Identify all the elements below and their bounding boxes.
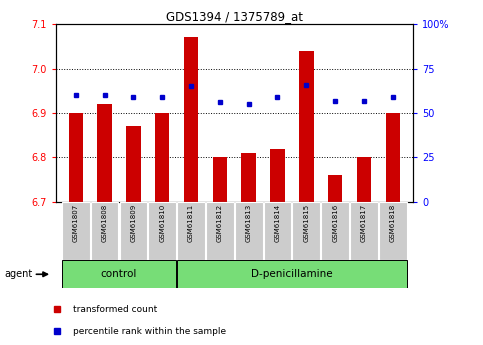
Bar (177, 202, 205, 260)
Bar (385, 113, 400, 202)
Text: GSM61810: GSM61810 (159, 204, 165, 242)
Bar (264, 202, 291, 260)
Text: GSM61818: GSM61818 (390, 204, 396, 242)
Bar (119, 202, 147, 260)
Bar (91, 202, 118, 260)
Title: GDS1394 / 1375789_at: GDS1394 / 1375789_at (166, 10, 303, 23)
Text: GSM61814: GSM61814 (274, 204, 281, 242)
Bar (126, 126, 141, 202)
Text: GSM61811: GSM61811 (188, 204, 194, 242)
Text: D-penicillamine: D-penicillamine (251, 269, 333, 279)
Bar (379, 202, 407, 260)
Bar (357, 157, 371, 202)
Bar (299, 51, 313, 202)
Bar (69, 113, 83, 202)
Text: GSM61807: GSM61807 (73, 204, 79, 242)
Bar (62, 260, 176, 288)
Bar (242, 153, 256, 202)
Bar (213, 157, 227, 202)
Text: agent: agent (5, 269, 33, 279)
Text: GSM61809: GSM61809 (130, 204, 136, 242)
Text: GSM61813: GSM61813 (246, 204, 252, 242)
Bar (350, 202, 378, 260)
Text: GSM61816: GSM61816 (332, 204, 338, 242)
Text: control: control (101, 269, 137, 279)
Text: GSM61815: GSM61815 (303, 204, 309, 242)
Text: percentile rank within the sample: percentile rank within the sample (73, 327, 226, 336)
Bar (155, 113, 170, 202)
Text: GSM61817: GSM61817 (361, 204, 367, 242)
Bar (235, 202, 262, 260)
Bar (62, 202, 89, 260)
Bar (206, 202, 234, 260)
Text: GSM61808: GSM61808 (101, 204, 108, 242)
Bar (293, 202, 320, 260)
Text: transformed count: transformed count (73, 305, 157, 314)
Bar (177, 260, 407, 288)
Bar (328, 175, 342, 202)
Text: GSM61812: GSM61812 (217, 204, 223, 242)
Bar (321, 202, 349, 260)
Bar (184, 38, 198, 202)
Bar (148, 202, 176, 260)
Bar (98, 104, 112, 202)
Bar (270, 149, 284, 202)
